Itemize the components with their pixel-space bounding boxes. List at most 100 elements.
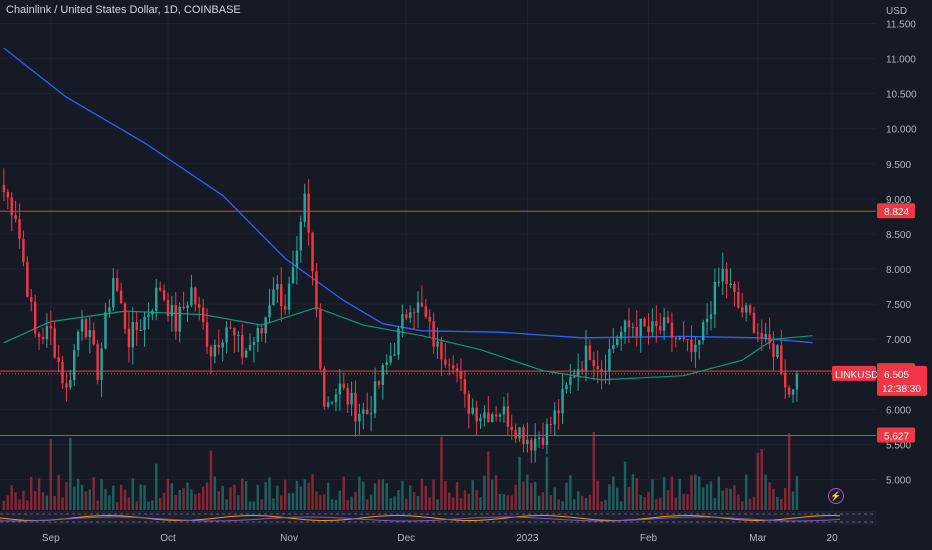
volume-bar [182,488,185,510]
volume-bar [225,499,228,510]
volume-bar [405,498,408,510]
candle-body [147,314,150,317]
volume-bar [721,490,724,510]
chart-grid [0,0,876,525]
volume-bar [119,484,123,510]
volume-bar [213,476,217,510]
volume-bar [112,485,115,510]
volume-bar [596,480,599,510]
candle-body [115,278,119,291]
candle-body [530,439,533,451]
volume-bar [233,484,236,510]
candle-body [670,322,674,338]
candle-body [182,306,185,309]
candle-body [264,317,267,334]
candle-body [30,296,33,302]
candle-body [627,320,631,328]
price-tick-label: 10.500 [886,90,917,101]
volume-bar [537,495,541,510]
candle-body [514,430,517,439]
candle-body [209,346,213,357]
volume-bar [455,482,459,510]
candle-body [662,317,666,331]
candle-body [483,412,486,419]
oscillator-line-b [0,516,841,522]
candle-body [541,437,545,446]
volume-bar [373,483,377,510]
level-price-label: 8.824 [884,207,909,218]
volume-bar [791,491,795,510]
volume-bar [623,461,627,510]
candle-body [338,383,342,395]
candle-body [526,439,529,445]
volume-bar [319,495,322,510]
volume-bar [479,497,482,510]
candle-body [283,306,287,310]
volume-bar [143,485,146,510]
candle-body [123,303,127,329]
candle-body [108,307,111,313]
candle-body [373,381,377,414]
volume-bar [201,486,205,510]
time-tick-label: Feb [640,533,658,544]
volume-bar [576,491,580,510]
candle-body [440,341,443,360]
volume-bar [467,493,470,510]
candle-body [573,376,576,378]
volume-bar [73,486,76,510]
candle-body [119,290,123,304]
candle-body [260,328,263,334]
candle-body [522,427,525,445]
candle-body [725,268,728,284]
volume-bar [240,478,244,510]
candle-body [459,371,463,379]
volume-bar [600,501,603,510]
candle-body [252,342,256,345]
candle-body [334,394,338,403]
candle-body [494,414,498,417]
volume-bar [709,481,713,510]
candle-body [502,406,506,415]
volume-bar [725,487,728,510]
volume-bar [448,492,451,510]
candle-body [33,301,37,334]
volume-bar [686,494,689,510]
candle-body [57,357,60,363]
candle-body [272,289,275,306]
volume-bar [772,488,775,510]
symbol-label: LINKUSD [835,370,878,381]
candle-body [651,321,654,333]
candle-body [737,291,740,308]
volume-bar [283,479,287,510]
candle-body [80,319,84,332]
price-axis[interactable]: USD 11.500 11.000 10.500 10.000 9.500 9.000 8.5… [886,6,917,486]
candle-body [377,381,381,385]
candle-body [694,344,697,353]
time-axis[interactable]: Sep Oct Nov Dec 2023 Feb Mar 20 [42,533,838,544]
candle-body [244,350,248,358]
volume-bar [690,475,693,510]
volume-bar [194,494,197,510]
lightning-icon[interactable]: ⚡ [828,488,844,504]
volume-bar [514,484,517,510]
volume-bar [342,476,345,510]
volume-bar [147,501,150,510]
candle-body [213,344,217,357]
candle-body [49,326,52,329]
candle-body [287,283,291,310]
candle-body [346,387,349,405]
candle-body [26,261,29,297]
candle-body [647,326,650,333]
candle-body [190,287,193,306]
volume-bar [760,448,763,510]
price-tick-label: 11.000 [886,55,916,66]
volume-bar [69,437,72,510]
candle-body [135,321,138,330]
volume-bar [326,482,330,510]
candle-body [18,219,21,239]
price-tick-label: 11.500 [886,20,916,31]
volume-bar [545,456,549,510]
candle-body [155,287,158,311]
